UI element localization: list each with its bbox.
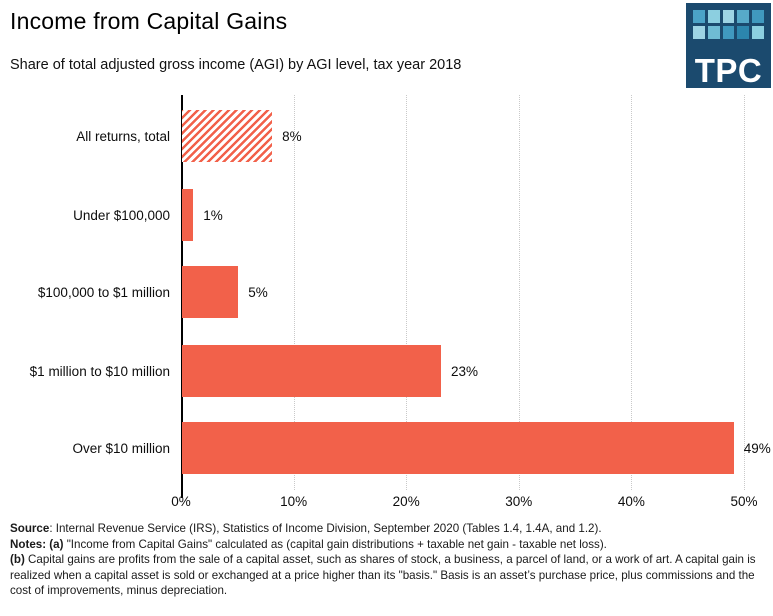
tpc-logo[interactable]: TPC [686,3,771,88]
gridline [744,95,745,490]
category-label: $1 million to $10 million [29,363,170,379]
logo-tile [722,10,735,23]
logo-tile [722,26,735,39]
value-label: 49% [743,440,771,456]
bar-solid [182,345,441,397]
bar-chart: All returns, total 8% Under $100,000 1% $100… [0,95,773,515]
notes-label: Notes: (a) [10,537,64,551]
source-label: Source [10,522,50,535]
bar-hatched [182,110,273,162]
source-text: : Internal Revenue Service (IRS), Statis… [49,522,602,535]
notes-text: "Income from Capital Gains" calculated a… [63,537,607,551]
logo-tile [693,10,705,23]
logo-tile [693,26,705,39]
bar-solid [182,422,734,474]
logo-tile [752,10,764,23]
x-tick-label: 30% [505,494,533,509]
value-label: 5% [248,284,268,300]
source-line: Source: Internal Revenue Service (IRS), … [10,521,767,537]
footer-notes: Source: Internal Revenue Service (IRS), … [10,521,767,599]
category-label: Under $100,000 [73,207,170,223]
x-tick-label: 10% [280,494,308,509]
category-label: $100,000 to $1 million [37,284,170,300]
page-subtitle: Share of total adjusted gross income (AG… [10,57,462,73]
page-title: Income from Capital Gains [10,8,288,34]
value-label: 8% [282,128,302,144]
category-label: Over $10 million [72,440,170,456]
gridline [631,95,633,490]
logo-tile [737,26,750,39]
x-tick-label: 20% [392,494,420,509]
logo-tile [707,26,720,39]
tpc-logo-mosaic [693,10,764,39]
note-b-label: (b) [10,553,25,567]
bar-solid [182,189,194,241]
gridline [293,95,295,490]
logo-tile [737,10,750,23]
gridline [518,95,520,490]
value-label: 23% [450,363,478,379]
notes-line-a: Notes: (a) "Income from Capital Gains" c… [10,537,767,553]
bar-solid [182,266,239,318]
x-tick-label: 40% [617,494,645,509]
notes-line-b: (b) Capital gains are profits from the s… [10,552,767,599]
gridline [406,95,408,490]
tpc-logo-text: TPC [694,52,763,89]
value-label: 1% [203,207,223,223]
logo-tile [707,10,720,23]
category-label: All returns, total [76,128,170,144]
x-tick-label: 0% [171,494,191,509]
logo-tile [752,26,764,39]
x-tick-label: 50% [730,494,758,509]
note-b-text: Capital gains are profits from the sale … [10,553,756,598]
